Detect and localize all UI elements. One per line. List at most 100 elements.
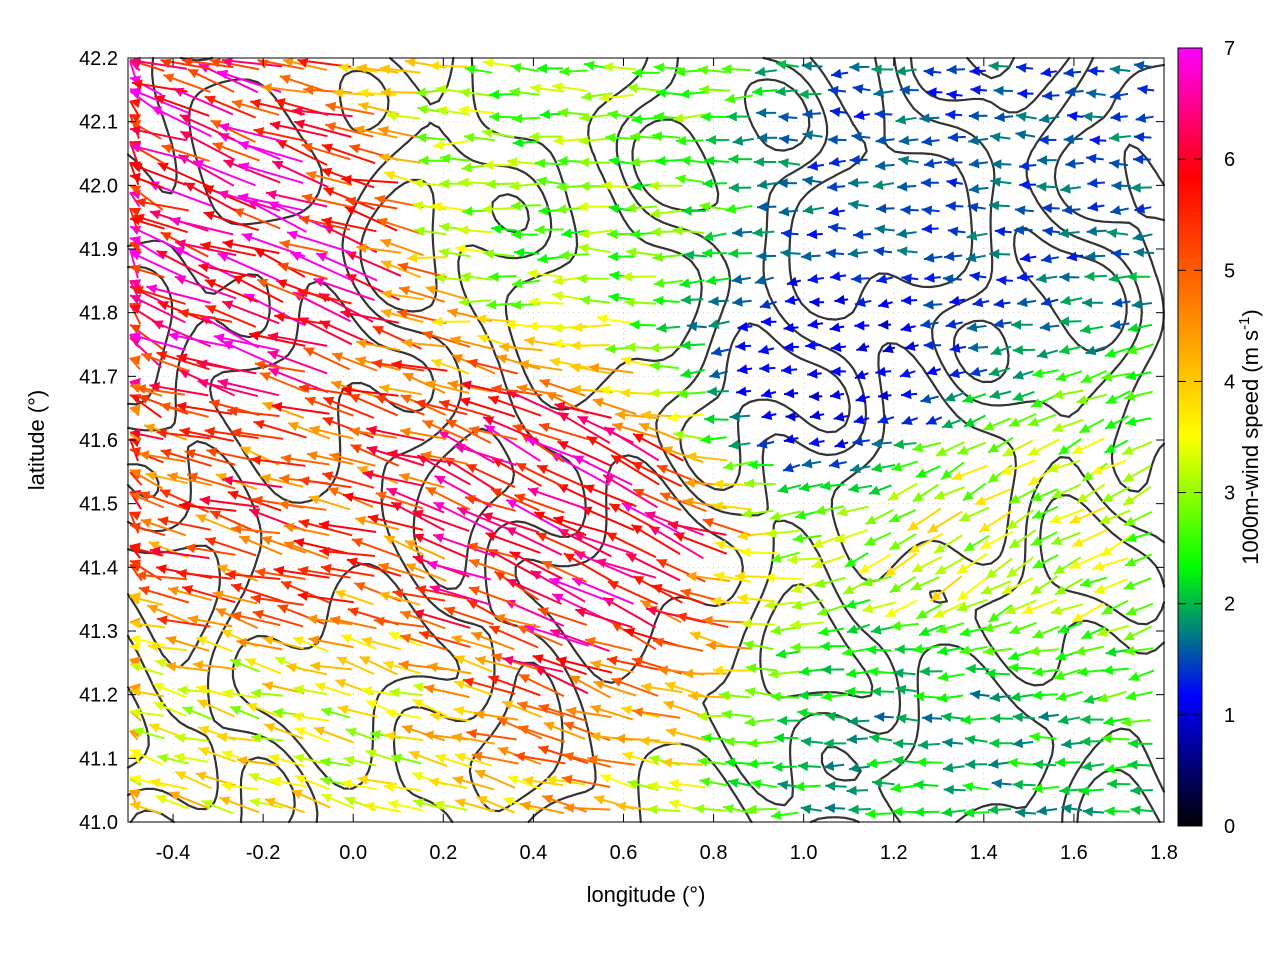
wind-arrow [414,226,447,237]
wind-arrow [780,248,801,259]
wind-arrow [968,110,988,121]
wind-arrow [1030,531,1058,547]
wind-arrow-head [537,253,548,264]
wind-arrow-head [1086,88,1097,99]
wind-arrow [279,239,329,254]
wind-arrow-head [989,249,1000,260]
wind-arrow-head [632,67,643,78]
wind-arrow-head [556,656,567,667]
wind-arrow-head [682,497,694,508]
wind-arrow-head [777,483,789,494]
wind-arrow [661,446,704,464]
wind-arrow [923,252,943,263]
wind-arrow-head [221,781,232,791]
wind-arrow-head [157,516,169,526]
wind-arrow [1019,179,1037,190]
wind-arrow [400,633,448,651]
wind-arrow [146,284,211,304]
wind-arrow-head [615,410,626,420]
wind-arrow-head [744,716,756,727]
wind-arrow-head [1051,605,1062,616]
wind-arrow [449,335,495,351]
wind-arrow [851,273,870,284]
wind-arrow-head [849,763,860,773]
wind-arrow [365,749,399,763]
wind-arrow-head [785,411,796,422]
wind-arrow [1087,178,1105,188]
wind-arrow-head [320,776,332,786]
wind-arrow-head [1133,60,1145,71]
wind-arrow-head [912,442,924,453]
wind-arrow [988,61,1010,72]
wind-arrow-head [379,64,391,75]
wind-arrow-head [579,295,591,306]
wind-arrow [579,112,612,123]
wind-arrow [784,295,801,306]
wind-arrow-head [756,251,767,262]
wind-arrow [464,494,516,512]
wind-arrow [989,692,1011,703]
wind-arrow-head [248,772,260,783]
wind-arrow-head [852,84,864,94]
wind-arrow-head [413,533,425,543]
wind-arrow-head [893,439,905,450]
wind-arrow [1038,711,1059,722]
wind-arrow [578,157,611,168]
wind-arrow-head [156,564,167,575]
wind-arrow [130,662,164,676]
wind-arrow-head [656,559,668,569]
wind-arrow-head [482,512,494,522]
wind-arrow [485,531,541,554]
wind-arrow-head [1085,251,1096,262]
wind-arrow-head [1079,423,1091,433]
wind-arrow-head [578,243,589,254]
wind-arrow [1054,578,1084,596]
wind-arrow [146,604,189,624]
wind-arrow [825,711,849,722]
wind-arrow-head [708,296,719,307]
wind-arrow-head [130,382,141,393]
wind-arrow-head [149,546,161,557]
wind-arrow [987,804,1012,815]
wind-arrow-head [1005,605,1017,615]
wind-arrow-head [847,716,859,727]
wind-arrow-head [146,284,158,294]
wind-arrow-head [1085,345,1097,356]
y-tick-label: 41.8 [79,303,118,325]
wind-arrow-head [291,789,303,799]
wind-arrow [1017,88,1034,99]
wind-arrow [325,101,375,115]
wind-arrow [349,426,397,439]
wind-arrow [399,427,447,440]
wind-arrow-head [458,296,470,307]
wind-arrow-head [149,778,161,788]
wind-arrow [271,160,329,189]
wind-arrow-head [985,668,996,679]
wind-arrow [438,430,495,464]
wind-arrow [1053,556,1082,575]
wind-arrow-head [436,106,448,116]
wind-arrow [378,153,422,164]
colorbar-label: 1000m-wind speed (m s-1) [1236,309,1263,564]
wind-arrow [135,197,189,212]
wind-arrow-head [747,758,758,769]
wind-arrow [1032,783,1060,794]
wind-arrow-head [702,248,713,259]
wind-arrow [861,575,892,587]
wind-arrow [254,248,306,278]
wind-arrow-head [563,721,575,731]
wind-arrow [790,579,824,594]
wind-arrow-head [690,631,702,641]
wind-arrow-head [842,646,853,657]
wind-arrow-head [217,378,229,389]
wind-arrow-head [462,206,473,217]
wind-arrow-head [298,476,310,486]
wind-arrow [223,159,281,184]
wind-arrow [816,604,847,617]
wind-arrow [653,278,683,288]
wind-arrow [946,177,963,188]
wind-arrow [979,530,1014,550]
wind-arrow [942,274,962,284]
wind-arrow [842,646,870,657]
wind-arrow-head [1042,90,1053,101]
